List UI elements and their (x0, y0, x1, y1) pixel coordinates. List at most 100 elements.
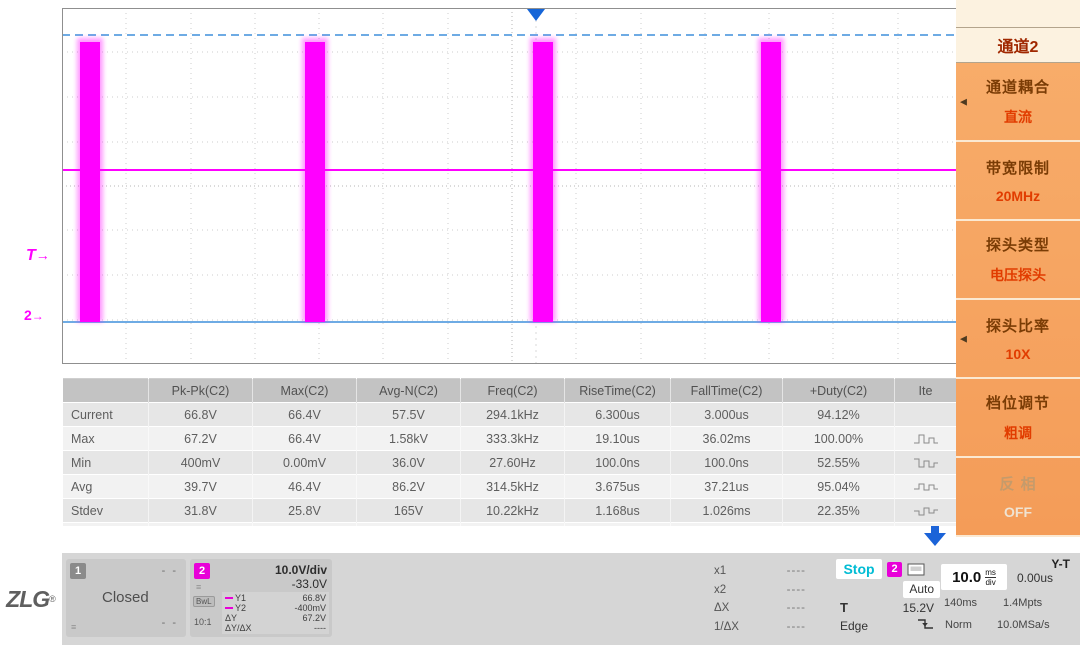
measurement-panel: Pk-Pk(C2) Max(C2) Avg-N(C2) Freq(C2) Ris… (62, 378, 956, 526)
cursor-readout-row: x1 ---- (714, 562, 806, 581)
sidebar-item-invert[interactable]: 反 相 OFF (956, 458, 1080, 537)
stat-header: Avg-N(C2) (356, 378, 461, 403)
measurement-value: 27.60Hz (460, 450, 565, 475)
cursor-y-readout: Y1 66.8V Y2 -400mV ΔY 67.2V ΔY/ΔX ---- (222, 592, 329, 634)
row-label: Max (62, 426, 149, 451)
row-label: Count (62, 522, 149, 526)
measurement-value: 100.00% (782, 426, 895, 451)
menu-item-value: 粗调 (1004, 425, 1032, 441)
channel2-position-marker[interactable]: 2→ (24, 307, 44, 323)
menu-item-value: 10X (1005, 346, 1031, 362)
measurement-value: 314.5kHz (460, 474, 565, 499)
trigger-level-label: T (26, 247, 36, 264)
sidebar-top-cap (956, 0, 1080, 27)
measurement-table: Pk-Pk(C2) Max(C2) Avg-N(C2) Freq(C2) Ris… (62, 378, 956, 526)
timebase-scale-value: 10.0 (952, 568, 982, 586)
measurement-value: 52.55% (782, 450, 895, 475)
cursor-readout-row: x2 ---- (714, 581, 806, 600)
status-bar: ZLG ® 1 - - Closed - - ≡ 2 10.0V/div -33.… (0, 553, 1080, 645)
stat-header: Max(C2) (252, 378, 357, 403)
trigger-mode-button[interactable]: Auto (903, 581, 940, 598)
measurement-value: 57.5V (356, 402, 461, 427)
cursor-value: ---- (786, 583, 806, 596)
sparkline-cell (894, 426, 956, 451)
cursor-label: x2 (714, 583, 727, 596)
sidebar-item-probe-ratio[interactable]: ◀ 探头比率 10X (956, 300, 1080, 379)
stat-header (62, 378, 149, 403)
menu-item-value: 电压探头 (990, 267, 1046, 283)
bandwidth-limit-indicator: BwL (193, 596, 215, 607)
cursor-value: 66.8V (302, 593, 326, 603)
cursor-x-readout: x1 ---- x2 ---- ΔX ---- 1/ΔX ---- (714, 562, 806, 636)
waveform-display[interactable] (62, 8, 962, 364)
trigger-level-value: 15.2V (902, 600, 934, 615)
menu-item-label: 带宽限制 (985, 160, 1050, 177)
measurement-value: 149 (252, 522, 357, 526)
registered-mark: ® (49, 594, 56, 604)
sidebar-item-probe-type[interactable]: 探头类型 电压探头 (956, 221, 1080, 300)
sidebar-item-gear-adjust[interactable]: 档位调节 粗调 (956, 379, 1080, 458)
acquire-mode-value: Norm (945, 619, 972, 631)
channel1-state: Closed (102, 589, 149, 606)
table-row: Max 67.2V 66.4V 1.58kV 333.3kHz 19.10us … (62, 426, 956, 451)
measurement-value: 25.8V (252, 498, 357, 523)
cursor-readout-row: 1/ΔX ---- (714, 618, 806, 637)
measurement-value: 3.675us (564, 474, 671, 499)
timebase-scale-button[interactable]: 10.0 ms div (941, 564, 1007, 590)
cursor-value: ---- (314, 623, 326, 633)
channel2-status[interactable]: 2 10.0V/div -33.0V ≡ BwL 10:1 Y1 66.8V Y… (190, 559, 332, 637)
cursor-label: ΔY (225, 613, 238, 623)
measurement-value: 149 (148, 522, 253, 526)
drag-handle-icon: ≡ (71, 622, 77, 632)
measurement-value: 39.7V (148, 474, 253, 499)
cursor-label: Y2 (235, 603, 247, 613)
stat-header: RiseTime(C2) (564, 378, 671, 403)
measurement-value: 88 (356, 522, 461, 526)
table-row: Min 400mV 0.00mV 36.0V 27.60Hz 100.0ns 1… (62, 450, 956, 475)
cursor-dash-icon (225, 607, 233, 609)
cursor-readout-row: Y1 66.8V (225, 593, 326, 603)
menu-item-label: 探头类型 (985, 237, 1050, 254)
channel1-status[interactable]: 1 - - Closed - - ≡ (66, 559, 186, 637)
submenu-arrow-icon: ◀ (960, 333, 967, 343)
channel2-position-arrow-icon: → (31, 309, 44, 323)
sidebar-item-coupling[interactable]: ◀ 通道耦合 直流 (956, 63, 1080, 142)
trigger-position-marker[interactable] (527, 9, 545, 21)
drag-handle-icon: ≡ (196, 582, 202, 592)
trigger-type-row: Edge (836, 617, 940, 635)
memory-depth-value: 1.4Mpts (1003, 597, 1043, 609)
run-state-row: Stop 2 (836, 559, 940, 579)
timebase-unit-denominator: div (985, 577, 996, 587)
measurement-value: 95.04% (782, 474, 895, 499)
cursor-readout-row: ΔY/ΔX ---- (225, 623, 326, 633)
trigger-mode-row: Auto (836, 581, 940, 598)
measurement-value: 100.0ns (670, 450, 783, 475)
measurement-value: 100.0ns (564, 450, 671, 475)
trigger-level-arrow-icon: → (35, 247, 50, 263)
table-header-row: Pk-Pk(C2) Max(C2) Avg-N(C2) Freq(C2) Ris… (62, 378, 956, 403)
trigger-status-block: Stop 2 Auto T 15.2V Edge (836, 559, 940, 635)
sample-rate-value: 10.0MSa/s (997, 619, 1050, 631)
measurement-value: 362.0k (460, 522, 565, 526)
stat-header: Pk-Pk(C2) (148, 378, 253, 403)
menu-item-value: 20MHz (995, 188, 1041, 204)
sidebar-item-bandwidth[interactable]: 带宽限制 20MHz (956, 142, 1080, 221)
measurement-value: 19.10us (564, 426, 671, 451)
sparkline-cell (894, 522, 956, 526)
cursor-value: ---- (786, 565, 806, 577)
histogram-icon (913, 507, 938, 516)
submenu-arrow-icon: ◀ (960, 96, 967, 106)
histogram-icon (913, 458, 938, 468)
timebase-unit: ms div (985, 568, 996, 587)
cursor-label: 1/ΔX (714, 620, 739, 633)
measurement-value: 46.4V (252, 474, 357, 499)
sparkline-cell (894, 474, 956, 499)
pan-down-arrow-icon[interactable] (924, 526, 946, 546)
run-stop-button[interactable]: Stop (836, 559, 882, 579)
channel2-scale: 10.0V/div (274, 563, 327, 577)
measurement-value: 6.300us (564, 402, 671, 427)
histogram-icon (913, 483, 938, 491)
channel2-badge: 2 (194, 563, 210, 579)
trigger-level-marker[interactable]: T→ (26, 247, 50, 265)
